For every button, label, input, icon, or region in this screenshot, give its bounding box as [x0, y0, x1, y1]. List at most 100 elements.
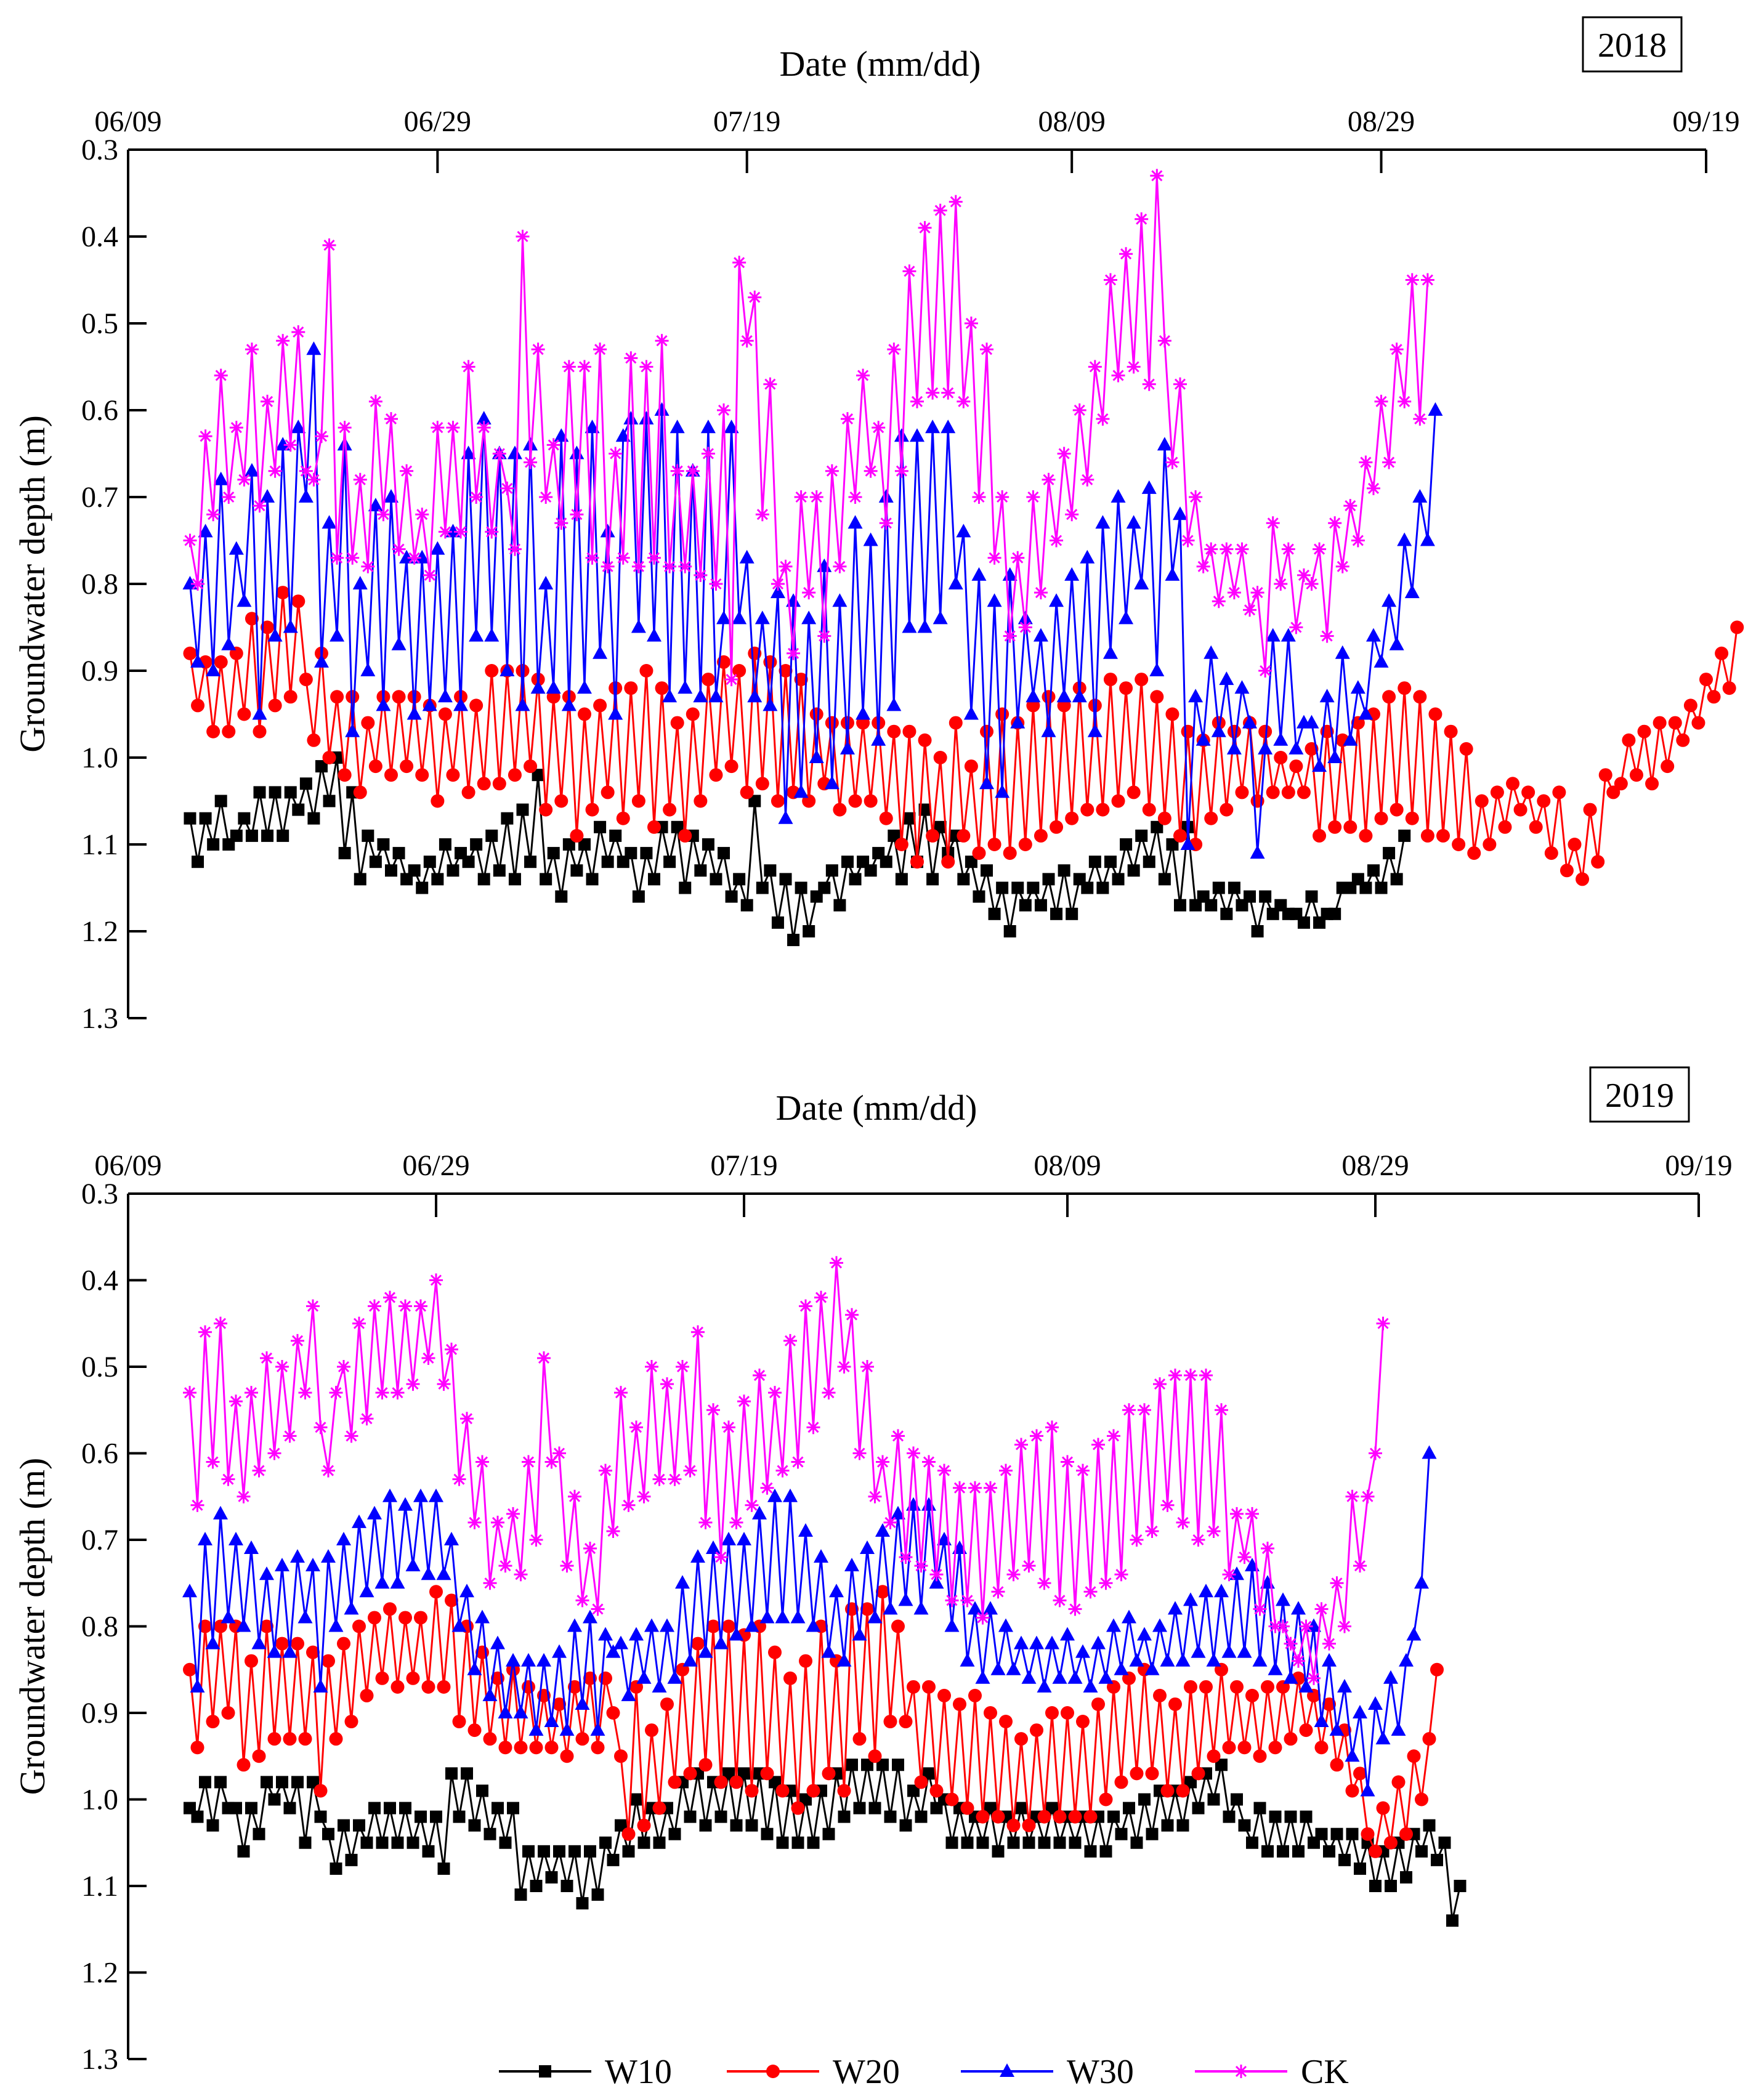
- data-point-ck: [1245, 1507, 1259, 1521]
- data-point-w30: [1404, 585, 1420, 599]
- data-point-w30: [856, 706, 871, 720]
- data-point-w10: [1231, 1793, 1243, 1806]
- data-point-ck: [299, 464, 313, 478]
- data-point-w20: [1268, 1741, 1282, 1755]
- data-point-w20: [399, 1611, 412, 1625]
- data-point-ck: [1107, 1429, 1120, 1443]
- data-point-ck: [1138, 1403, 1151, 1417]
- data-point-ck: [768, 1386, 782, 1400]
- data-point-w30: [382, 1488, 397, 1502]
- data-point-w20: [1452, 838, 1466, 851]
- data-point-w30: [1014, 1635, 1029, 1649]
- data-point-w30: [990, 1661, 1006, 1675]
- data-point-w30: [407, 706, 422, 720]
- data-point-w30: [298, 489, 314, 503]
- data-point-w10: [591, 1888, 604, 1901]
- y-tick-label: 0.6: [81, 394, 118, 427]
- data-point-w10: [787, 934, 800, 947]
- data-point-w30: [732, 610, 747, 625]
- data-point-w20: [775, 1784, 790, 1798]
- data-point-w30: [430, 541, 445, 555]
- data-point-w20: [570, 828, 584, 843]
- data-point-ck: [676, 1360, 689, 1374]
- data-point-w10: [1166, 838, 1179, 851]
- data-point-w30: [1211, 723, 1226, 737]
- data-point-w10: [853, 1802, 866, 1815]
- data-point-w20: [868, 1749, 882, 1763]
- data-point-w10: [1081, 881, 1094, 894]
- data-point-w20: [972, 846, 986, 860]
- data-point-w30: [1345, 1748, 1360, 1762]
- data-point-ck: [717, 403, 731, 417]
- data-point-w20: [714, 1775, 728, 1789]
- data-point-w30: [836, 1653, 852, 1667]
- data-point-w10: [1454, 1880, 1467, 1892]
- y-tick-label: 1.2: [81, 1957, 118, 1989]
- data-point-w30: [536, 1653, 551, 1667]
- data-point-ck: [1196, 559, 1210, 573]
- data-point-w20: [1428, 707, 1442, 721]
- data-point-w20: [864, 794, 878, 808]
- data-point-w30: [498, 1705, 513, 1718]
- data-point-ck: [438, 525, 452, 539]
- series-w10: [184, 1758, 1467, 1927]
- data-point-w30: [871, 732, 886, 746]
- data-point-w30: [297, 1609, 313, 1624]
- data-point-ck: [1243, 603, 1257, 617]
- data-point-w30: [1191, 1644, 1206, 1658]
- data-point-ck: [283, 1429, 297, 1443]
- data-point-w10: [1305, 890, 1318, 903]
- data-point-w10: [1104, 856, 1117, 868]
- data-point-ck: [237, 472, 251, 487]
- data-point-w10: [555, 890, 568, 903]
- data-point-w20: [806, 1784, 820, 1798]
- data-point-w10: [984, 1802, 997, 1815]
- data-point-w10: [907, 1784, 920, 1797]
- data-point-ck: [431, 421, 445, 435]
- data-point-ck: [1173, 377, 1187, 391]
- data-point-w20: [1707, 690, 1721, 704]
- data-point-w20: [729, 1775, 743, 1789]
- data-point-w10: [1338, 1853, 1351, 1866]
- data-point-w20: [421, 1680, 435, 1694]
- data-point-w30: [1021, 1670, 1037, 1684]
- data-point-w30: [639, 411, 654, 425]
- data-point-w20: [933, 751, 947, 764]
- data-point-ck: [1096, 412, 1110, 426]
- data-point-ck: [1037, 1576, 1051, 1590]
- data-point-w10: [976, 1836, 989, 1849]
- data-point-w20: [1568, 838, 1582, 851]
- data-point-ck: [852, 1446, 867, 1460]
- data-point-w20: [283, 1732, 297, 1746]
- data-point-w30: [747, 689, 763, 703]
- series-line-w10: [188, 1763, 1461, 1922]
- y-tick-label: 1.0: [81, 742, 118, 774]
- data-point-w10: [1359, 881, 1372, 894]
- data-point-w20: [221, 1706, 235, 1720]
- data-point-ck: [760, 1481, 774, 1495]
- data-point-w30: [244, 1540, 259, 1555]
- data-point-w30: [1041, 723, 1056, 737]
- data-point-w10: [1244, 890, 1256, 903]
- x-tick-label: 09/19: [1672, 105, 1739, 138]
- data-point-w20: [1322, 1697, 1336, 1711]
- data-point-w30: [763, 697, 778, 711]
- data-point-w10: [1042, 873, 1055, 886]
- data-point-w20: [631, 794, 645, 808]
- data-point-w20: [1430, 1662, 1444, 1677]
- data-point-w30: [770, 585, 785, 599]
- data-point-w20: [1237, 1741, 1252, 1755]
- data-point-ck: [686, 464, 700, 478]
- data-point-ck: [330, 551, 344, 565]
- data-point-ck: [883, 1515, 897, 1529]
- data-point-w10: [1330, 1827, 1343, 1840]
- data-point-w20: [516, 664, 530, 678]
- data-point-w30: [1382, 593, 1397, 607]
- data-point-w30: [182, 1584, 197, 1598]
- data-point-w30: [328, 1618, 344, 1632]
- data-point-ck: [1080, 472, 1094, 487]
- data-point-w20: [485, 664, 499, 678]
- data-point-w30: [667, 1670, 682, 1684]
- data-point-ck: [856, 368, 870, 382]
- data-point-ck: [1018, 620, 1032, 634]
